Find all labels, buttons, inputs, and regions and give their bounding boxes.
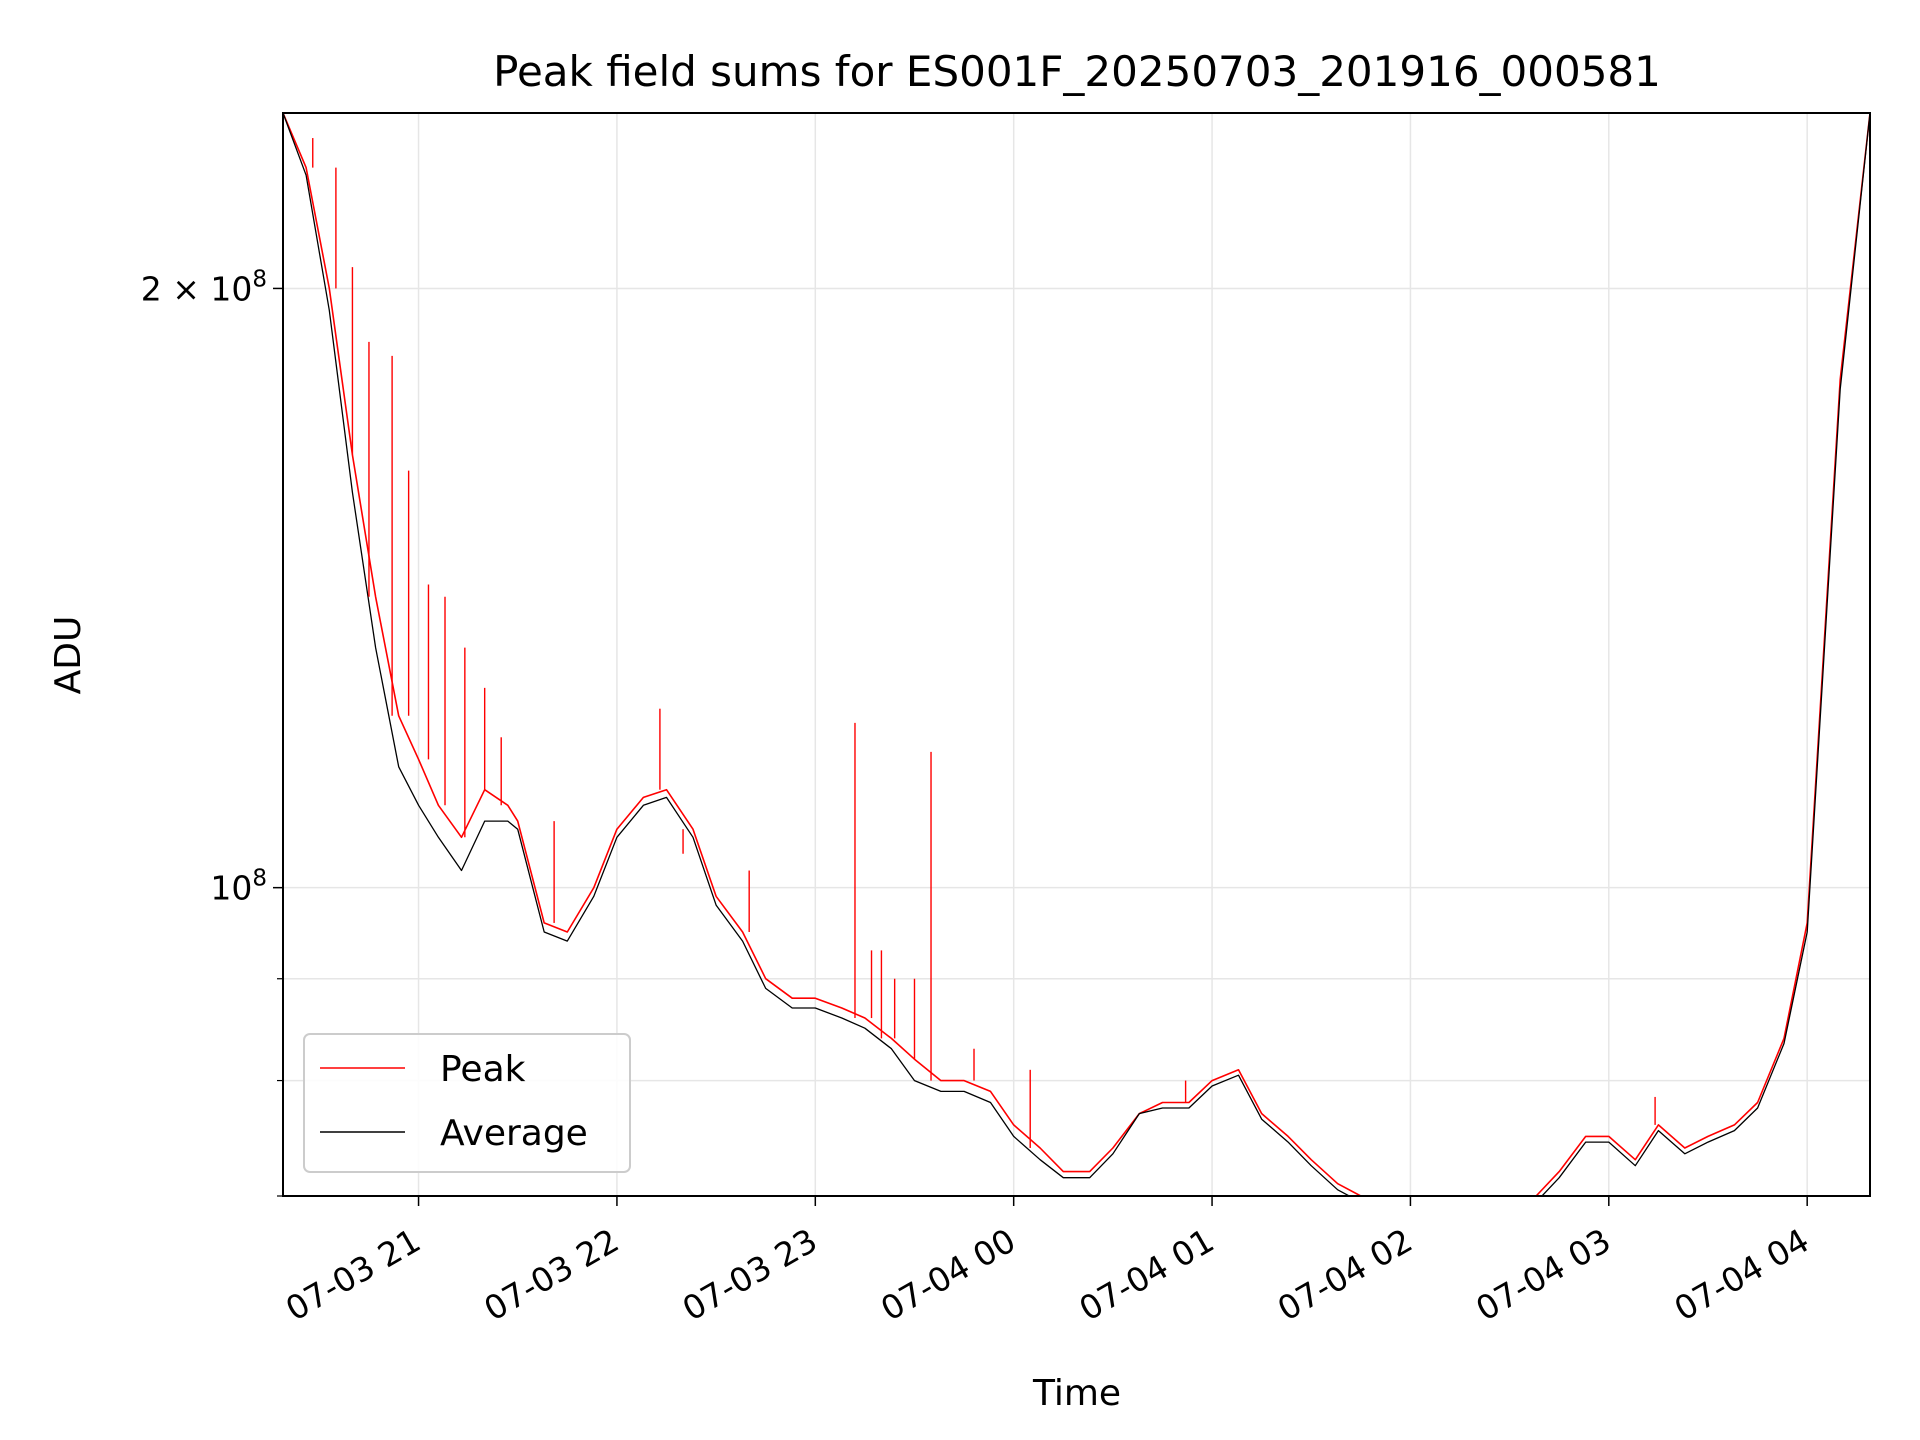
legend: Peak Average: [303, 1033, 631, 1173]
x-axis-label: Time: [1032, 1373, 1121, 1414]
series-line-peak: [283, 113, 1870, 1196]
chart-title: Peak field sums for ES001F_20250703_2019…: [493, 47, 1661, 96]
x-tick-label: 07-03 23: [676, 1221, 824, 1329]
y-tick-mantissa: 10: [210, 869, 252, 908]
y-tick-label: 2 × 108: [141, 266, 267, 308]
x-tick-label: 07-04 00: [874, 1221, 1022, 1329]
series-line-average: [283, 113, 1870, 1196]
y-tick-label: 108: [210, 866, 267, 908]
y-axis-label: ADU: [48, 616, 89, 695]
x-tick-label: 07-03 22: [477, 1221, 625, 1329]
x-ticks: 07-03 21 07-03 22 07-03 23 07-04 00 07-04 01…: [279, 1196, 1816, 1329]
y-tick-mantissa: 2 × 10: [141, 269, 253, 308]
y-tick-exponent: 8: [252, 866, 267, 892]
x-tick-label: 07-04 03: [1469, 1221, 1617, 1329]
x-tick-label: 07-03 21: [279, 1221, 427, 1329]
legend-label-peak: Peak: [440, 1049, 526, 1090]
x-tick-label: 07-04 04: [1668, 1221, 1816, 1329]
y-tick-exponent: 8: [252, 266, 267, 292]
x-tick-label: 07-04 02: [1271, 1221, 1419, 1329]
plot-area: [283, 113, 1870, 1196]
plot-frame: [282, 112, 1871, 1197]
x-tick-label: 07-04 01: [1072, 1221, 1220, 1329]
legend-label-average: Average: [440, 1113, 588, 1154]
